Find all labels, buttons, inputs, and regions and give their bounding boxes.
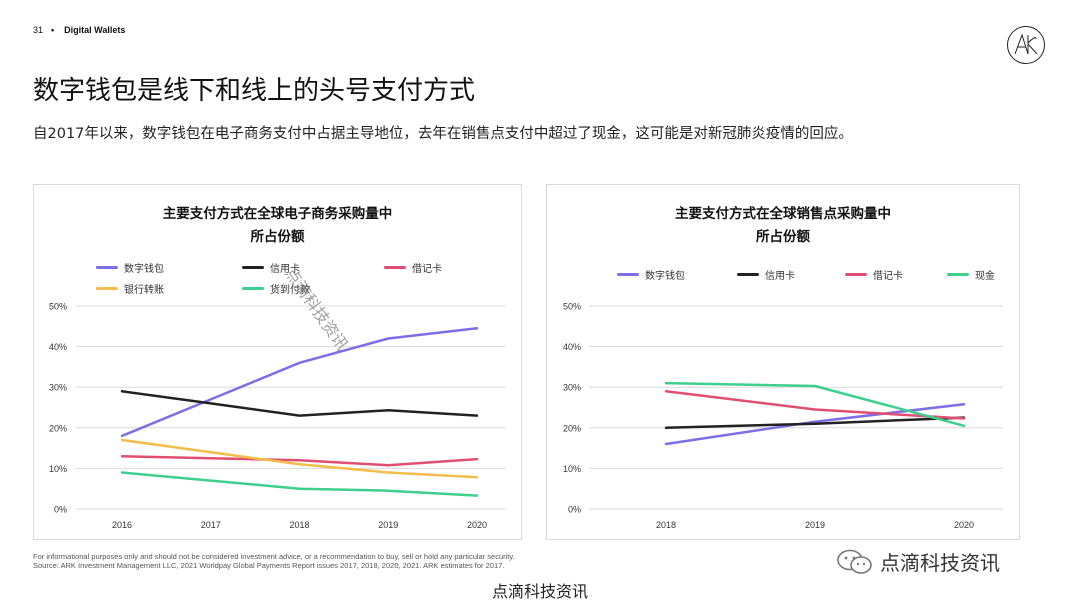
section-title: Digital Wallets [64, 25, 126, 35]
legend-label: 货到付款 [270, 285, 310, 296]
legend-swatch [384, 266, 406, 269]
ecommerce-chart-legend: 数字钱包 信用卡 借记卡 银行转账 货到付款 [34, 185, 521, 539]
footnote: For informational purposes only and shou… [33, 552, 515, 570]
legend-item-digital-wallet: 数字钱包 [96, 260, 164, 275]
legend-item-debit-card: 借记卡 [845, 267, 903, 282]
ark-logo-icon [1007, 26, 1045, 64]
y-tick-label: 50% [563, 302, 581, 312]
legend-swatch [242, 266, 264, 269]
y-tick-label: 40% [563, 342, 581, 352]
y-tick-label: 40% [49, 342, 67, 352]
legend-item-bank-transfer: 银行转账 [96, 281, 164, 296]
series-line [664, 416, 966, 430]
series-line [120, 438, 479, 479]
legend-swatch [947, 273, 969, 276]
y-tick-label: 0% [54, 505, 67, 515]
legend-label: 信用卡 [765, 271, 795, 282]
y-tick-label: 20% [563, 423, 581, 433]
page-number: 31 [33, 25, 44, 35]
ecommerce-chart-panel: 主要支付方式在全球电子商务采购量中 所占份额 数字钱包 信用卡 借记卡 银行转账… [33, 184, 522, 540]
legend-item-credit-card: 信用卡 [242, 260, 300, 275]
legend-item-debit-card: 借记卡 [384, 260, 442, 275]
y-tick-label: 30% [563, 383, 581, 393]
page-subtitle: 自2017年以来，数字钱包在电子商务支付中占据主导地位，去年在销售点支付中超过了… [33, 126, 853, 142]
y-tick-label: 30% [49, 383, 67, 393]
ecommerce-line-chart: 0% 10% 20% 30% 40% 50% 2016 2017 2018 2019 2020 [49, 302, 506, 530]
legend-swatch [617, 273, 639, 276]
x-tick-label: 2018 [656, 520, 676, 530]
y-tick-label: 10% [563, 464, 581, 474]
pos-chart-legend: 数字钱包 信用卡 借记卡 现金 [547, 185, 1019, 539]
legend-item-credit-card: 信用卡 [737, 267, 795, 282]
legend-label: 借记卡 [412, 264, 442, 275]
bottom-watermark: 点滴科技资讯 [491, 582, 588, 601]
page-header: 31 • Digital Wallets [33, 25, 125, 35]
legend-label: 现金 [975, 271, 995, 282]
x-tick-label: 2019 [378, 520, 398, 530]
series-line [120, 390, 479, 417]
legend-label: 数字钱包 [645, 271, 685, 282]
footnote-source: Source: ARK Investment Management LLC, 2… [33, 561, 505, 570]
legend-label: 信用卡 [270, 264, 300, 275]
brand-watermark: 点滴科技资讯 [836, 547, 1000, 576]
series-line [664, 403, 966, 446]
x-tick-label: 2019 [805, 520, 825, 530]
legend-item-digital-wallet: 数字钱包 [617, 267, 685, 282]
y-tick-label: 20% [49, 423, 67, 433]
pos-chart-title: 主要支付方式在全球销售点采购量中 所占份额 [547, 203, 1019, 249]
ecommerce-chart-title-line1: 主要支付方式在全球电子商务采购量中 [162, 206, 393, 222]
series-line [120, 471, 479, 497]
x-tick-label: 2020 [954, 520, 974, 530]
pos-chart-title-line1: 主要支付方式在全球销售点采购量中 [675, 206, 891, 222]
footnote-disclaimer: For informational purposes only and shou… [33, 552, 515, 561]
x-tick-label: 2017 [201, 520, 221, 530]
series-line [120, 327, 479, 438]
header-separator: • [51, 25, 55, 35]
legend-label: 银行转账 [124, 285, 164, 296]
page-title: 数字钱包是线下和线上的头号支付方式 [33, 76, 476, 106]
legend-label: 借记卡 [873, 271, 903, 282]
x-tick-label: 2020 [467, 520, 487, 530]
y-tick-label: 0% [568, 505, 581, 515]
ecommerce-chart-title-line2: 所占份额 [250, 229, 305, 245]
ecommerce-chart-title: 主要支付方式在全球电子商务采购量中 所占份额 [34, 203, 521, 249]
wechat-icon [837, 549, 872, 574]
series-line [120, 454, 479, 467]
series-line [664, 390, 966, 420]
legend-item-cash-on-delivery: 货到付款 [242, 281, 310, 296]
legend-item-cash: 现金 [947, 267, 995, 282]
pos-chart-panel: 主要支付方式在全球销售点采购量中 所占份额 数字钱包 信用卡 借记卡 现金 0%… [546, 184, 1020, 540]
y-tick-label: 50% [49, 302, 67, 312]
legend-swatch [96, 266, 118, 269]
legend-swatch [737, 273, 759, 276]
x-tick-label: 2018 [289, 520, 309, 530]
y-tick-label: 10% [49, 464, 67, 474]
pos-chart-title-line2: 所占份额 [756, 229, 810, 245]
brand-watermark-text: 点滴科技资讯 [880, 551, 1000, 575]
legend-label: 数字钱包 [124, 264, 164, 275]
series-line [664, 381, 966, 428]
pos-line-chart: 0% 10% 20% 30% 40% 50% 2018 2019 2020 [563, 302, 1003, 530]
legend-swatch [242, 287, 264, 290]
legend-swatch [96, 287, 118, 290]
x-tick-label: 2016 [112, 520, 132, 530]
legend-swatch [845, 273, 867, 276]
